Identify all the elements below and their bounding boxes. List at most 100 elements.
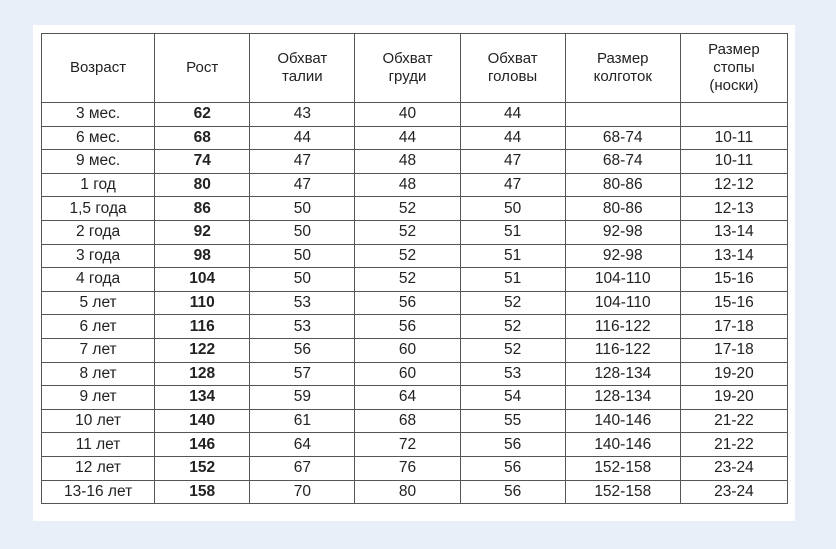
cell-chest: 72	[354, 432, 461, 457]
cell-tights-size: 140-146	[564, 432, 681, 457]
cell-chest: 48	[354, 172, 461, 198]
cell-height: 122	[154, 337, 251, 363]
cell-head: 51	[459, 267, 566, 292]
cell-tights-size: 128-134	[564, 385, 681, 410]
cell-foot-size: 13-14	[679, 243, 789, 269]
cell-foot-size: 23-24	[679, 479, 789, 505]
cell-foot-size: 10-11	[679, 149, 789, 174]
cell-head: 54	[459, 385, 566, 410]
cell-chest: 80	[354, 479, 461, 505]
cell-head: 52	[459, 290, 566, 316]
cell-age: 5 лет	[40, 290, 156, 316]
cell-age: 1,5 года	[40, 196, 156, 221]
table-row: 13-16 лет 158 70 80 56 152-158 23-24	[40, 479, 789, 505]
cell-age: 3 мес.	[40, 102, 156, 127]
cell-waist: 64	[249, 432, 356, 457]
cell-tights-size: 92-98	[564, 243, 681, 269]
cell-foot-size: 21-22	[679, 408, 789, 434]
cell-foot-size: 17-18	[679, 337, 789, 363]
table-row: 1 год 80 47 48 47 80-86 12-12	[40, 172, 789, 198]
table-row: 6 лет 116 53 56 52 116-122 17-18	[40, 314, 789, 339]
cell-waist: 47	[249, 149, 356, 174]
cell-age: 9 лет	[40, 385, 156, 410]
cell-chest: 52	[354, 219, 461, 245]
table-row: 7 лет 122 56 60 52 116-122 17-18	[40, 337, 789, 363]
content-panel: Возраст Рост Обхват талии Обхват груди Обхва…	[33, 25, 795, 521]
cell-waist: 57	[249, 361, 356, 387]
cell-foot-size: 17-18	[679, 314, 789, 339]
cell-age: 3 года	[40, 243, 156, 269]
cell-chest: 76	[354, 455, 461, 481]
cell-head: 44	[459, 102, 566, 127]
cell-height: 98	[154, 243, 251, 269]
cell-tights-size: 80-86	[564, 172, 681, 198]
cell-height: 80	[154, 172, 251, 198]
table-row: 11 лет 146 64 72 56 140-146 21-22	[40, 432, 789, 457]
cell-head: 52	[459, 314, 566, 339]
header-row: Возраст Рост Обхват талии Обхват груди Обхва…	[40, 33, 789, 103]
cell-waist: 44	[249, 125, 356, 151]
cell-age: 9 мес.	[40, 149, 156, 174]
table-row: 5 лет 110 53 56 52 104-110 15-16	[40, 290, 789, 316]
cell-age: 6 мес.	[40, 125, 156, 151]
size-table: Возраст Рост Обхват талии Обхват груди Обхва…	[40, 33, 789, 505]
cell-height: 158	[154, 479, 251, 505]
cell-age: 10 лет	[40, 408, 156, 434]
cell-foot-size: 12-12	[679, 172, 789, 198]
cell-head: 55	[459, 408, 566, 434]
cell-waist: 47	[249, 172, 356, 198]
cell-waist: 67	[249, 455, 356, 481]
table-row: 9 лет 134 59 64 54 128-134 19-20	[40, 385, 789, 410]
cell-age: 13-16 лет	[40, 479, 156, 505]
cell-height: 146	[154, 432, 251, 457]
cell-chest: 56	[354, 290, 461, 316]
cell-chest: 52	[354, 267, 461, 292]
cell-chest: 56	[354, 314, 461, 339]
cell-foot-size: 19-20	[679, 361, 789, 387]
cell-tights-size: 92-98	[564, 219, 681, 245]
cell-height: 62	[154, 102, 251, 127]
header-age: Возраст	[40, 33, 156, 103]
cell-head: 44	[459, 125, 566, 151]
cell-height: 74	[154, 149, 251, 174]
cell-tights-size: 104-110	[564, 267, 681, 292]
cell-waist: 43	[249, 102, 356, 127]
cell-head: 47	[459, 149, 566, 174]
cell-waist: 59	[249, 385, 356, 410]
cell-tights-size: 152-158	[564, 455, 681, 481]
table-row: 2 года 92 50 52 51 92-98 13-14	[40, 219, 789, 245]
cell-height: 68	[154, 125, 251, 151]
cell-chest: 60	[354, 361, 461, 387]
cell-tights-size: 140-146	[564, 408, 681, 434]
cell-height: 92	[154, 219, 251, 245]
header-foot-size: Размер стопы (носки)	[679, 33, 789, 103]
cell-height: 152	[154, 455, 251, 481]
cell-waist: 50	[249, 196, 356, 221]
cell-foot-size: 15-16	[679, 290, 789, 316]
cell-chest: 64	[354, 385, 461, 410]
cell-tights-size: 128-134	[564, 361, 681, 387]
cell-waist: 50	[249, 243, 356, 269]
cell-height: 140	[154, 408, 251, 434]
table-row: 12 лет 152 67 76 56 152-158 23-24	[40, 455, 789, 481]
header-waist: Обхват талии	[249, 33, 356, 103]
table-row: 6 мес. 68 44 44 44 68-74 10-11	[40, 125, 789, 151]
header-tights-size: Размер колготок	[564, 33, 681, 103]
cell-waist: 53	[249, 290, 356, 316]
cell-height: 104	[154, 267, 251, 292]
cell-head: 50	[459, 196, 566, 221]
cell-chest: 44	[354, 125, 461, 151]
cell-foot-size: 13-14	[679, 219, 789, 245]
cell-chest: 48	[354, 149, 461, 174]
cell-foot-size: 10-11	[679, 125, 789, 151]
cell-head: 56	[459, 432, 566, 457]
cell-age: 11 лет	[40, 432, 156, 457]
cell-foot-size: 12-13	[679, 196, 789, 221]
cell-age: 4 года	[40, 267, 156, 292]
cell-waist: 50	[249, 267, 356, 292]
cell-foot-size: 21-22	[679, 432, 789, 457]
table-row: 4 года 104 50 52 51 104-110 15-16	[40, 267, 789, 292]
cell-chest: 68	[354, 408, 461, 434]
header-chest: Обхват груди	[354, 33, 461, 103]
cell-head: 51	[459, 243, 566, 269]
